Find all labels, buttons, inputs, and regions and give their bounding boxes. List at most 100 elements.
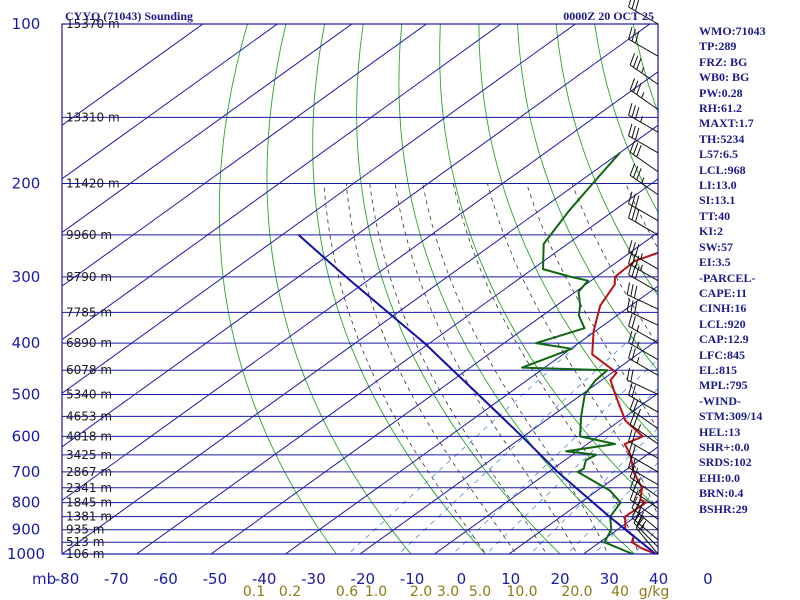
isotherm	[62, 24, 204, 126]
pressure-tick-label: 300	[12, 268, 41, 286]
mixing-ratio-line	[790, 331, 800, 565]
pressure-tick-label: 200	[12, 175, 41, 193]
plot-border	[61, 23, 659, 555]
moist-adiabat	[526, 183, 658, 432]
temperature-tick-label: 40	[649, 570, 668, 588]
temperature-tick-label: -60	[153, 570, 178, 588]
index-entry: LI:13.0	[699, 178, 737, 193]
wind-barb	[626, 282, 659, 310]
wind-barb	[628, 27, 659, 57]
sounding-time: 0000Z 20 OCT 25	[563, 9, 654, 23]
isotherm	[62, 24, 428, 287]
stability-indices-panel: WMO:71043 TP:289 FRZ: BG WB0: BG PW:0.28 RH:6…	[699, 24, 766, 517]
dry-adiabat	[398, 24, 636, 554]
index-entry: TT:40	[699, 208, 731, 223]
height-label: 2867 m	[66, 465, 112, 479]
dry-adiabat	[594, 24, 658, 214]
isotherm	[62, 24, 577, 394]
isotherm	[62, 71, 658, 502]
mixing-ratio-line	[452, 358, 658, 554]
height-label: 4018 m	[66, 429, 112, 443]
mixing-ratio-tick-label: 20.0	[561, 584, 592, 600]
dewpoint-profile	[521, 152, 634, 554]
chart-title: CYYQ (71043) Sounding	[65, 9, 193, 23]
height-label: 13310 m	[66, 110, 120, 124]
height-label: 6078 m	[66, 363, 112, 377]
wind-barb	[628, 0, 659, 25]
isotherm	[791, 12, 800, 565]
index-entry: SRDS:102	[699, 455, 752, 470]
pressure-tick-label: 500	[12, 385, 41, 403]
wind-barb	[628, 123, 659, 154]
wind-barb	[628, 455, 659, 486]
wind-barbs	[626, 0, 659, 555]
mixing-ratio-tick-label: 0.6	[336, 584, 358, 600]
index-entry: SHR+:0.0	[699, 439, 750, 454]
height-label: 9960 m	[66, 228, 112, 242]
pressure-tick-label: 100	[12, 15, 41, 33]
index-entry: STM:309/14	[699, 409, 763, 424]
mixing-ratio-tick-label: 40	[611, 584, 629, 600]
mixing-ratio-line	[485, 387, 658, 554]
moist-adiabat	[571, 183, 658, 347]
pressure-tick-label: 1000	[7, 545, 45, 563]
index-entry: SI:13.1	[699, 193, 736, 208]
pressure-tick-label: 400	[12, 334, 41, 352]
temperature-tick-label: -70	[104, 570, 129, 588]
height-label: 1381 m	[66, 510, 112, 524]
pressure-tick-label: 800	[12, 494, 41, 512]
temperature-tick-label: 20	[550, 570, 569, 588]
index-entry: EL:815	[699, 362, 738, 377]
diagram-grid	[62, 12, 800, 565]
index-entry: EI:3.5	[699, 255, 731, 270]
temperature-tick-label: 30	[600, 570, 619, 588]
index-entry: BRN:0.4	[699, 486, 744, 501]
wind-barb	[628, 314, 659, 344]
wind-barb	[629, 78, 659, 110]
isotherm	[62, 24, 502, 341]
wind-barb	[629, 53, 659, 85]
temperature-tick-label: -40	[252, 570, 277, 588]
temperature-tick-label: 0	[703, 570, 713, 588]
index-entry: SW:57	[699, 239, 734, 254]
height-label: 513 m	[66, 535, 104, 549]
index-entry: L57:6.5	[699, 147, 738, 162]
index-entry: FRZ: BG	[699, 54, 748, 69]
index-entry: PW:0.28	[699, 85, 743, 100]
wind-barb	[628, 103, 659, 133]
index-entry: EHI:0.0	[699, 470, 741, 485]
isotherm	[508, 446, 658, 554]
wind-barb	[628, 429, 659, 459]
moist-adiabat	[487, 183, 658, 517]
wind-barb	[628, 262, 659, 293]
isotherm	[62, 24, 279, 180]
wind-barb	[628, 240, 659, 270]
index-entry: -PARCEL-	[699, 270, 756, 285]
index-entry: CAPE:11	[699, 285, 747, 300]
isotherm	[62, 24, 353, 234]
plot-frame	[61, 23, 659, 555]
height-label: 8790 m	[66, 270, 112, 284]
pressure-tick-label: 600	[12, 427, 41, 445]
moist-adiabat	[323, 183, 487, 554]
pressure-tick-label: 700	[12, 463, 41, 481]
wind-barb	[633, 512, 659, 548]
isotherm	[433, 392, 658, 554]
parcel-profile	[297, 234, 657, 554]
wind-barb	[629, 412, 659, 445]
dry-adiabat	[517, 24, 658, 372]
wind-barb	[628, 442, 659, 473]
wind-barb	[628, 205, 659, 236]
height-label: 2341 m	[66, 481, 112, 495]
temperature-tick-label: -30	[301, 570, 326, 588]
height-label: 5340 m	[66, 387, 112, 401]
height-label: 3425 m	[66, 448, 112, 462]
dry-adiabat	[788, 24, 800, 565]
index-entry: TH:5234	[699, 131, 745, 146]
index-entry: TP:289	[699, 39, 737, 54]
index-entry: BSHR:29	[699, 501, 748, 516]
temperature-tick-label: -80	[55, 570, 80, 588]
mixing-ratio-tick-label: 0.2	[279, 584, 301, 600]
